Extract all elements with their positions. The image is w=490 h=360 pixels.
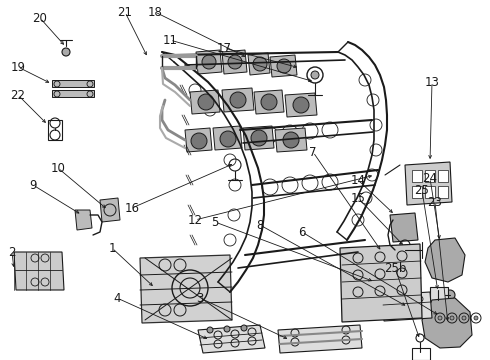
Bar xyxy=(412,348,430,360)
Circle shape xyxy=(251,130,267,146)
Polygon shape xyxy=(254,90,284,114)
Circle shape xyxy=(228,55,242,69)
Polygon shape xyxy=(270,55,297,77)
Circle shape xyxy=(261,94,277,110)
Polygon shape xyxy=(285,93,317,117)
Circle shape xyxy=(277,59,291,73)
Circle shape xyxy=(450,316,454,320)
Text: 8: 8 xyxy=(256,219,264,231)
Text: 23: 23 xyxy=(428,195,442,208)
Bar xyxy=(425,170,435,182)
Text: 6: 6 xyxy=(298,225,306,239)
Circle shape xyxy=(311,71,319,79)
Text: 25b: 25b xyxy=(384,261,406,274)
Text: 3: 3 xyxy=(196,292,204,305)
Circle shape xyxy=(283,132,299,148)
Circle shape xyxy=(202,55,216,69)
Polygon shape xyxy=(390,213,418,242)
Circle shape xyxy=(253,57,267,71)
Circle shape xyxy=(474,316,478,320)
Polygon shape xyxy=(222,50,247,74)
Circle shape xyxy=(224,326,230,332)
Text: 7: 7 xyxy=(309,145,317,158)
Polygon shape xyxy=(14,252,64,290)
Polygon shape xyxy=(248,53,270,75)
Circle shape xyxy=(370,250,374,254)
Bar xyxy=(52,90,94,97)
Circle shape xyxy=(382,250,386,254)
Text: 10: 10 xyxy=(50,162,66,175)
Text: 12: 12 xyxy=(188,213,202,226)
Circle shape xyxy=(382,264,386,268)
Bar xyxy=(412,170,422,182)
Circle shape xyxy=(191,133,207,149)
Polygon shape xyxy=(278,325,362,353)
Circle shape xyxy=(438,316,442,320)
Text: 18: 18 xyxy=(147,5,163,18)
Polygon shape xyxy=(405,162,452,205)
Circle shape xyxy=(445,290,455,300)
Text: 22: 22 xyxy=(10,89,25,102)
Text: 1: 1 xyxy=(108,242,116,255)
Bar xyxy=(438,186,448,198)
Bar xyxy=(430,287,448,302)
Polygon shape xyxy=(100,198,120,222)
Polygon shape xyxy=(425,238,465,282)
Bar xyxy=(48,120,62,140)
Polygon shape xyxy=(382,292,432,321)
Text: 19: 19 xyxy=(10,60,25,73)
Polygon shape xyxy=(75,210,92,230)
Text: 24: 24 xyxy=(422,171,438,185)
Polygon shape xyxy=(340,244,422,322)
Text: 11: 11 xyxy=(163,33,177,46)
Bar xyxy=(425,186,435,198)
Polygon shape xyxy=(243,126,274,150)
Bar xyxy=(438,170,448,182)
Polygon shape xyxy=(213,126,242,150)
Text: 2: 2 xyxy=(8,246,16,258)
Polygon shape xyxy=(196,50,222,74)
Circle shape xyxy=(241,325,247,331)
Polygon shape xyxy=(422,298,472,348)
Polygon shape xyxy=(275,128,307,152)
Text: 17: 17 xyxy=(217,41,231,54)
Text: 4: 4 xyxy=(113,292,121,305)
Text: 25: 25 xyxy=(415,184,429,197)
Circle shape xyxy=(370,278,374,282)
Text: 20: 20 xyxy=(32,12,48,24)
Text: 14: 14 xyxy=(350,174,366,186)
Circle shape xyxy=(382,278,386,282)
Bar xyxy=(52,80,94,87)
Circle shape xyxy=(293,97,309,113)
Circle shape xyxy=(220,131,236,147)
Circle shape xyxy=(230,92,246,108)
Text: 15: 15 xyxy=(350,192,366,204)
Polygon shape xyxy=(222,88,254,112)
Text: 5: 5 xyxy=(211,216,219,229)
Text: 16: 16 xyxy=(124,202,140,215)
Circle shape xyxy=(198,94,214,110)
Text: 21: 21 xyxy=(118,5,132,18)
Circle shape xyxy=(462,316,466,320)
Polygon shape xyxy=(140,255,232,323)
Text: 13: 13 xyxy=(424,76,440,89)
Text: 9: 9 xyxy=(29,179,37,192)
Bar xyxy=(412,186,422,198)
Polygon shape xyxy=(185,128,212,152)
Polygon shape xyxy=(198,325,265,353)
Circle shape xyxy=(370,264,374,268)
Circle shape xyxy=(62,48,70,56)
Polygon shape xyxy=(190,90,220,114)
Circle shape xyxy=(207,327,213,333)
